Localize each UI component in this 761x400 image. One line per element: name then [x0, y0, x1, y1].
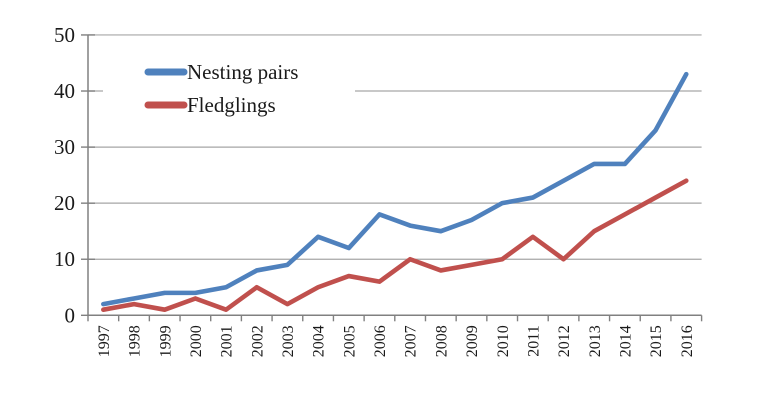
y-tick-label: 10: [54, 247, 75, 271]
y-tick-label: 0: [65, 303, 76, 327]
series-line-fledglings: [101, 178, 689, 312]
legend-label-fledglings: Fledglings: [187, 93, 276, 117]
x-tick-label: 1997: [96, 325, 113, 357]
x-tick-label: 2003: [280, 325, 297, 357]
x-tick-label: 2004: [311, 325, 328, 357]
x-tick-label: 2011: [525, 325, 542, 356]
legend-label-nesting-pairs: Nesting pairs: [187, 60, 298, 84]
x-tick-label: 2016: [679, 325, 696, 357]
x-tick-label: 2012: [556, 325, 573, 357]
x-tick-label: 2013: [587, 325, 604, 357]
x-tick-label: 2008: [433, 325, 450, 357]
x-tick-label: 2009: [464, 325, 481, 357]
legend-background: [103, 52, 355, 128]
x-tick-label: 2014: [618, 325, 635, 357]
x-tick-label: 2002: [249, 325, 266, 357]
x-tick-label: 2010: [495, 325, 512, 357]
x-tick-label: 1998: [127, 325, 144, 357]
y-tick-label: 40: [54, 79, 75, 103]
x-tick-label: 2007: [403, 325, 420, 357]
y-tick-label: 50: [54, 23, 75, 47]
x-tick-label: 2006: [372, 325, 389, 357]
x-tick-label: 2015: [648, 325, 665, 357]
series-line-nesting-pairs: [101, 71, 689, 307]
y-tick-label: 30: [54, 135, 75, 159]
x-tick-label: 2001: [219, 325, 236, 357]
y-tick-label: 20: [54, 191, 75, 215]
x-tick-label: 2000: [188, 325, 205, 357]
x-tick-label: 1999: [157, 325, 174, 357]
x-tick-label: 2005: [341, 325, 358, 357]
